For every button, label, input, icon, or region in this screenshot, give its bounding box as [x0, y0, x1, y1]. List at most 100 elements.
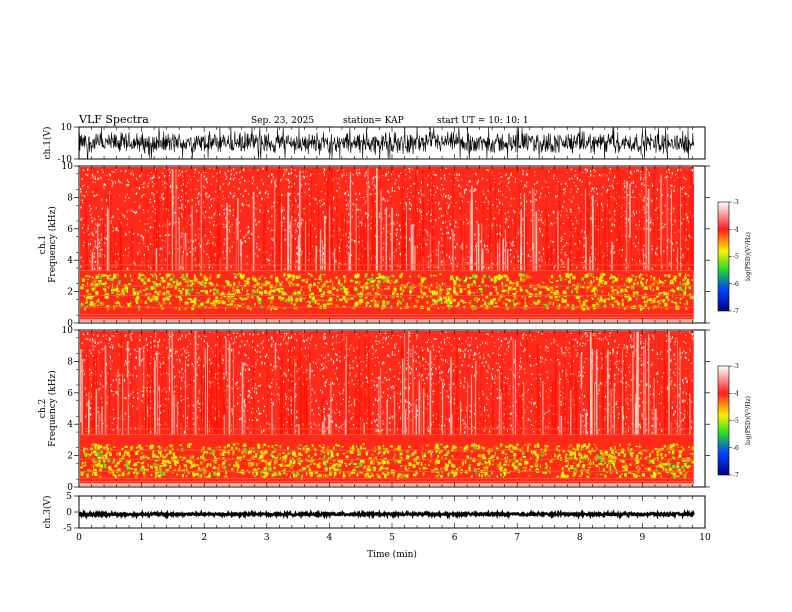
spectral-speckle [455, 202, 457, 204]
spectral-speckle [345, 199, 347, 201]
spectral-speckle [573, 404, 575, 406]
spectral-band-cell [116, 296, 119, 298]
spectral-band-cell [111, 288, 113, 292]
spectral-band-cell [343, 289, 346, 293]
spectral-streak [113, 255, 115, 272]
spectral-band-cell [193, 297, 197, 302]
spectral-band-cell [241, 303, 244, 306]
spectral-band-cell [258, 298, 262, 301]
spectral-speckle [496, 224, 498, 226]
spectral-band-cell [293, 303, 296, 306]
spectral-speckle [270, 254, 272, 256]
spectral-speckle [81, 199, 83, 201]
spectral-band-cell [636, 293, 639, 296]
spectral-band-cell [324, 281, 326, 285]
spectral-speckle [384, 213, 386, 214]
spectral-speckle [644, 173, 646, 175]
spectral-speckle [284, 267, 286, 271]
spectral-band-cell [572, 275, 576, 280]
spectral-speckle [93, 194, 95, 197]
spectral-speckle [216, 173, 218, 175]
spectral-speckle [142, 239, 145, 242]
spectral-speckle [364, 223, 366, 224]
spectral-speckle [207, 196, 209, 199]
spectral-speckle [296, 252, 298, 254]
spectral-speckle [553, 177, 555, 180]
spectral-speckle [572, 339, 574, 340]
spectral-speckle [601, 358, 603, 361]
spectral-speckle [639, 404, 641, 408]
spectral-speckle [667, 239, 670, 240]
spectral-band-cell [584, 281, 586, 284]
spectral-band-cell [612, 297, 616, 300]
spectral-speckle [464, 252, 467, 254]
spectral-band-cell [330, 302, 333, 305]
spectral-speckle [563, 266, 565, 268]
spectral-speckle [475, 200, 477, 203]
spectral-speckle [441, 184, 443, 186]
spectral-speckle [325, 216, 327, 219]
spectral-speckle [640, 179, 642, 181]
spectral-speckle [625, 217, 627, 221]
spectral-speckle [421, 183, 423, 184]
spectral-streak [167, 257, 170, 272]
spectral-speckle [323, 173, 325, 176]
spectral-speckle [181, 203, 183, 207]
spectral-streak [498, 214, 499, 272]
spectral-speckle [668, 188, 670, 189]
spectral-band-cell [345, 279, 347, 281]
spectral-speckle [211, 216, 213, 219]
spectral-band-cell [246, 289, 249, 293]
spectral-band-cell [288, 280, 291, 284]
spectral-speckle [97, 170, 99, 173]
spectral-speckle [289, 181, 291, 184]
spectral-band-cell [208, 297, 210, 300]
spectral-speckle [517, 208, 520, 210]
spectral-band-cell [308, 272, 310, 275]
spectral-band-cell [562, 290, 566, 295]
spectral-speckle [321, 391, 323, 394]
spectral-speckle [405, 224, 407, 226]
spectral-band-cell [506, 277, 510, 282]
spectral-band-cell [274, 276, 279, 281]
spectral-speckle [99, 218, 102, 221]
spectral-speckle [128, 181, 130, 183]
spectral-speckle [644, 208, 646, 210]
spectral-band-cell [232, 286, 234, 291]
spectral-band-cell [612, 279, 615, 283]
spectral-speckle [606, 190, 608, 193]
spectral-speckle [565, 208, 567, 210]
spectral-band-cell [456, 291, 458, 293]
spectral-speckle [150, 216, 152, 218]
spectral-streak [545, 182, 547, 272]
spectral-speckle [541, 186, 543, 189]
spectral-band-cell [350, 279, 354, 283]
spectral-speckle [505, 197, 507, 198]
spectral-speckle [229, 250, 231, 253]
spectral-speckle [491, 171, 493, 174]
spectral-speckle [126, 183, 128, 187]
spectral-band-cell [377, 273, 379, 275]
spectral-band-cell [657, 282, 659, 286]
spectral-streak [422, 199, 425, 272]
spectral-speckle [147, 265, 149, 268]
spectral-band-cell [206, 292, 209, 296]
spectral-band-cell [471, 283, 473, 287]
spectral-band-cell [126, 289, 128, 293]
spectral-speckle [269, 259, 271, 261]
spectral-speckle [609, 219, 612, 221]
spectral-streak [476, 243, 477, 272]
spectral-band-cell [94, 282, 98, 285]
spectral-streak [520, 246, 522, 272]
spectral-speckle [391, 173, 393, 176]
spectral-speckle [311, 369, 313, 372]
spectral-speckle [539, 213, 542, 217]
spectral-streak [237, 240, 238, 272]
spectral-band-cell [383, 278, 387, 282]
spectral-speckle [224, 172, 226, 174]
spectral-band-cell [377, 280, 380, 283]
spectral-speckle [219, 188, 221, 191]
spectral-band-cell [515, 283, 519, 287]
spectral-speckle [172, 404, 174, 406]
spectral-band-cell [95, 292, 98, 296]
